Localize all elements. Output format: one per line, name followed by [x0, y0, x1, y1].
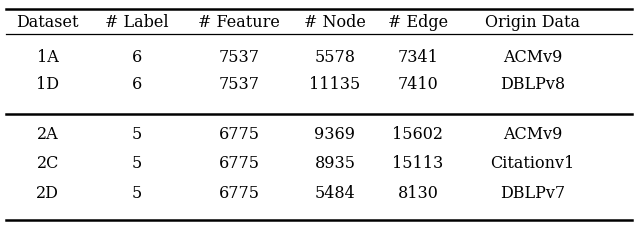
Text: 5: 5: [132, 125, 142, 142]
Text: # Feature: # Feature: [198, 14, 280, 31]
Text: 7537: 7537: [219, 76, 260, 93]
Text: 1D: 1D: [36, 76, 59, 93]
Text: 2A: 2A: [37, 125, 59, 142]
Text: DBLPv7: DBLPv7: [500, 184, 565, 201]
Text: 15113: 15113: [392, 155, 443, 172]
Text: 15602: 15602: [392, 125, 443, 142]
Text: Origin Data: Origin Data: [486, 14, 580, 31]
Text: 6: 6: [132, 49, 142, 66]
Text: 5: 5: [132, 155, 142, 172]
Text: 7537: 7537: [219, 49, 260, 66]
Text: 2C: 2C: [36, 155, 59, 172]
Text: 6: 6: [132, 76, 142, 93]
Text: 1A: 1A: [37, 49, 59, 66]
Text: 5484: 5484: [315, 184, 355, 201]
Text: Citationv1: Citationv1: [491, 155, 575, 172]
Text: ACMv9: ACMv9: [503, 49, 563, 66]
Text: 6775: 6775: [219, 125, 260, 142]
Text: 7410: 7410: [397, 76, 438, 93]
Text: 6775: 6775: [219, 184, 260, 201]
Text: 6775: 6775: [219, 155, 260, 172]
Text: 5578: 5578: [315, 49, 355, 66]
Text: DBLPv8: DBLPv8: [500, 76, 565, 93]
Text: Dataset: Dataset: [17, 14, 79, 31]
Text: ACMv9: ACMv9: [503, 125, 563, 142]
Text: 5: 5: [132, 184, 142, 201]
Text: 2D: 2D: [36, 184, 59, 201]
Text: # Edge: # Edge: [388, 14, 448, 31]
Text: # Label: # Label: [105, 14, 169, 31]
Text: 8130: 8130: [397, 184, 438, 201]
Text: 9369: 9369: [315, 125, 355, 142]
Text: 7341: 7341: [397, 49, 438, 66]
Text: # Node: # Node: [304, 14, 366, 31]
Text: 11135: 11135: [309, 76, 360, 93]
Text: 8935: 8935: [315, 155, 355, 172]
